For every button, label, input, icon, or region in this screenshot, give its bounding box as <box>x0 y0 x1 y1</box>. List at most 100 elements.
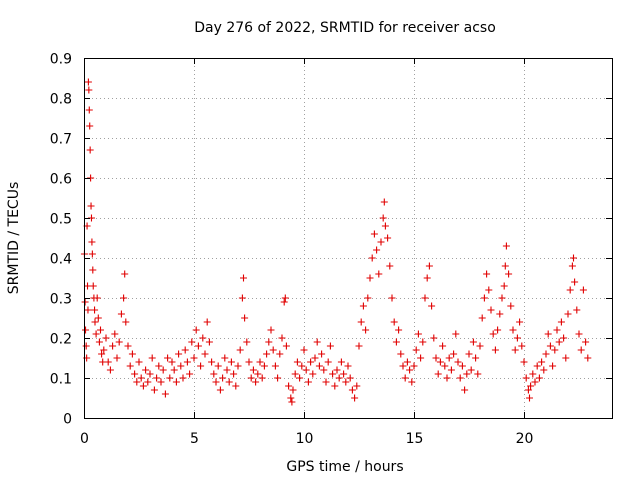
data-point <box>333 366 341 374</box>
y-axis-label: SRMTID / TECUs <box>6 182 22 295</box>
data-point <box>81 298 89 306</box>
data-point <box>82 342 90 350</box>
data-point <box>377 238 385 246</box>
y-tick-label: 0.1 <box>50 372 72 388</box>
data-point <box>465 350 473 358</box>
data-point <box>104 358 112 366</box>
data-point <box>86 146 94 154</box>
data-point <box>533 362 541 370</box>
data-point <box>304 378 312 386</box>
data-point <box>390 318 398 326</box>
x-axis-label: GPS time / hours <box>286 459 403 475</box>
axis-ticks <box>84 58 612 419</box>
data-point <box>285 382 293 390</box>
data-point <box>434 370 442 378</box>
data-point <box>199 334 207 342</box>
data-point <box>516 318 524 326</box>
data-point <box>452 330 460 338</box>
data-point <box>155 362 163 370</box>
data-point <box>392 338 400 346</box>
data-point <box>571 278 579 286</box>
data-point <box>315 362 323 370</box>
data-point <box>122 318 130 326</box>
data-point <box>487 306 495 314</box>
data-point <box>170 366 178 374</box>
data-point <box>329 370 337 378</box>
data-point <box>106 366 114 374</box>
data-point <box>208 358 216 366</box>
x-tick-label: 5 <box>190 431 199 447</box>
data-point <box>214 362 222 370</box>
data-point <box>161 390 169 398</box>
data-point <box>287 394 295 402</box>
data-point <box>172 378 180 386</box>
data-point <box>88 250 96 258</box>
data-point <box>566 286 574 294</box>
data-point <box>269 346 277 354</box>
data-point <box>234 362 242 370</box>
data-point <box>441 362 449 370</box>
data-point <box>318 350 326 358</box>
data-point <box>529 370 537 378</box>
data-point <box>582 338 590 346</box>
grid <box>84 58 612 418</box>
data-point <box>135 358 143 366</box>
data-point <box>480 294 488 302</box>
data-point <box>120 294 128 302</box>
y-tick-label: 0.4 <box>50 252 72 268</box>
data-point <box>89 266 97 274</box>
data-point <box>474 370 482 378</box>
data-point <box>414 330 422 338</box>
data-point <box>225 378 233 386</box>
data-point <box>245 358 253 366</box>
data-point <box>421 294 429 302</box>
data-point <box>380 198 388 206</box>
data-point <box>408 378 416 386</box>
data-point <box>430 334 438 342</box>
data-point <box>432 354 440 362</box>
data-point <box>87 202 95 210</box>
data-point <box>203 318 211 326</box>
data-point <box>91 306 99 314</box>
data-point <box>148 354 156 362</box>
data-point <box>95 338 103 346</box>
data-point <box>564 310 572 318</box>
data-point <box>357 318 365 326</box>
y-tick-label: 0.6 <box>50 172 72 188</box>
data-point <box>458 362 466 370</box>
data-point <box>115 338 123 346</box>
data-point <box>555 338 563 346</box>
data-point <box>425 262 433 270</box>
data-point <box>546 342 554 350</box>
data-point <box>133 378 141 386</box>
y-tick-label: 0 <box>63 412 72 428</box>
data-point <box>351 394 359 402</box>
x-tick-label: 10 <box>296 431 314 447</box>
data-point <box>507 302 515 310</box>
data-point <box>439 342 447 350</box>
data-point <box>94 314 102 322</box>
data-point <box>278 334 286 342</box>
data-point <box>403 358 411 366</box>
data-point <box>375 270 383 278</box>
data-point <box>322 378 330 386</box>
data-point <box>236 346 244 354</box>
data-point <box>419 338 427 346</box>
data-point <box>192 326 200 334</box>
data-point <box>379 214 387 222</box>
data-point <box>157 378 165 386</box>
data-point <box>443 374 451 382</box>
data-point <box>93 294 101 302</box>
data-point <box>370 230 378 238</box>
data-point <box>92 330 100 338</box>
data-point <box>575 330 583 338</box>
data-point <box>557 318 565 326</box>
data-point <box>146 370 154 378</box>
data-point <box>324 358 332 366</box>
data-point <box>131 370 139 378</box>
data-point <box>544 330 552 338</box>
data-point <box>288 398 296 406</box>
data-point <box>498 294 506 302</box>
data-point <box>366 274 374 282</box>
data-point <box>256 358 264 366</box>
